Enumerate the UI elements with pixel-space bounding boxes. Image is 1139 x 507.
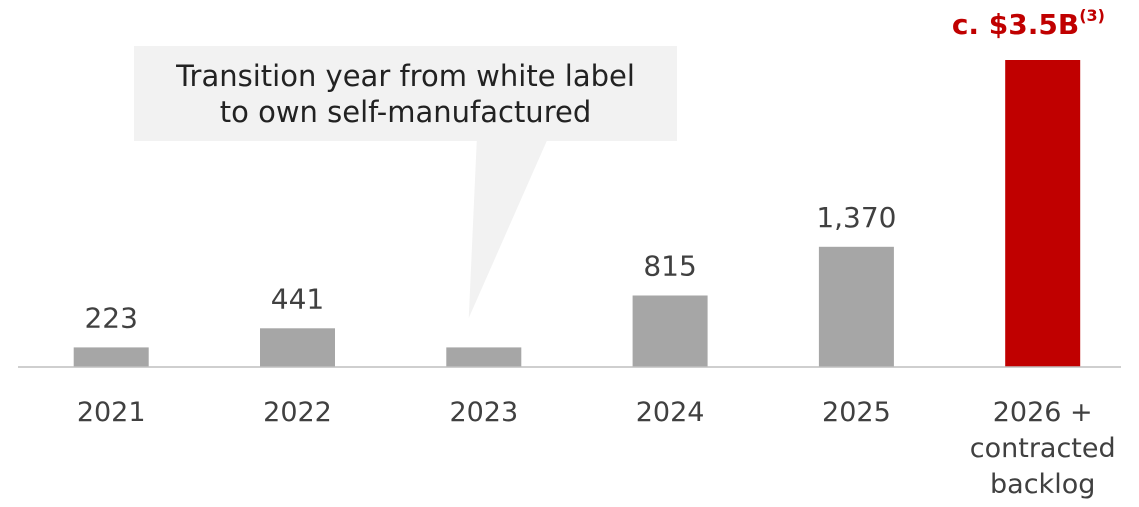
tick-label-2021: 2021 — [77, 397, 146, 428]
callout-bubble — [134, 46, 677, 318]
tick-label-2026: 2026 + — [993, 397, 1093, 428]
data-label-2025: 1,370 — [816, 201, 896, 234]
data-label-2021: 223 — [84, 301, 137, 334]
highlight-value-label: c. $3.5B(3) — [905, 6, 1105, 41]
value-labels-group: 223 441 815 1,370 — [84, 201, 896, 335]
bar-2025 — [818, 246, 894, 367]
highlight-footnote: (3) — [1079, 6, 1105, 25]
bar-2026 — [1005, 60, 1081, 367]
tick-label-2026-line2: contracted — [970, 433, 1116, 464]
tick-label-2023: 2023 — [449, 397, 518, 428]
highlight-value-text: c. $3.5B — [951, 8, 1080, 41]
bar-2023 — [446, 347, 522, 367]
category-labels-group: 2021 2022 2023 2024 2025 2026 + contracted back… — [77, 397, 1116, 500]
bar-2024 — [632, 295, 708, 367]
data-label-2022: 441 — [271, 282, 324, 315]
callout-line-1: Transition year from white label — [176, 59, 635, 93]
tick-label-2024: 2024 — [636, 397, 705, 428]
callout-text: Transition year from white label to own … — [134, 58, 677, 130]
tick-label-2026-line3: backlog — [990, 469, 1095, 500]
tick-label-2022: 2022 — [263, 397, 332, 428]
data-label-2024: 815 — [643, 250, 696, 283]
tick-label-2025: 2025 — [822, 397, 891, 428]
bar-2022 — [260, 328, 335, 367]
bar-2021 — [73, 347, 149, 367]
callout-line-2: to own self-manufactured — [219, 95, 592, 129]
bars-group — [73, 60, 1081, 367]
